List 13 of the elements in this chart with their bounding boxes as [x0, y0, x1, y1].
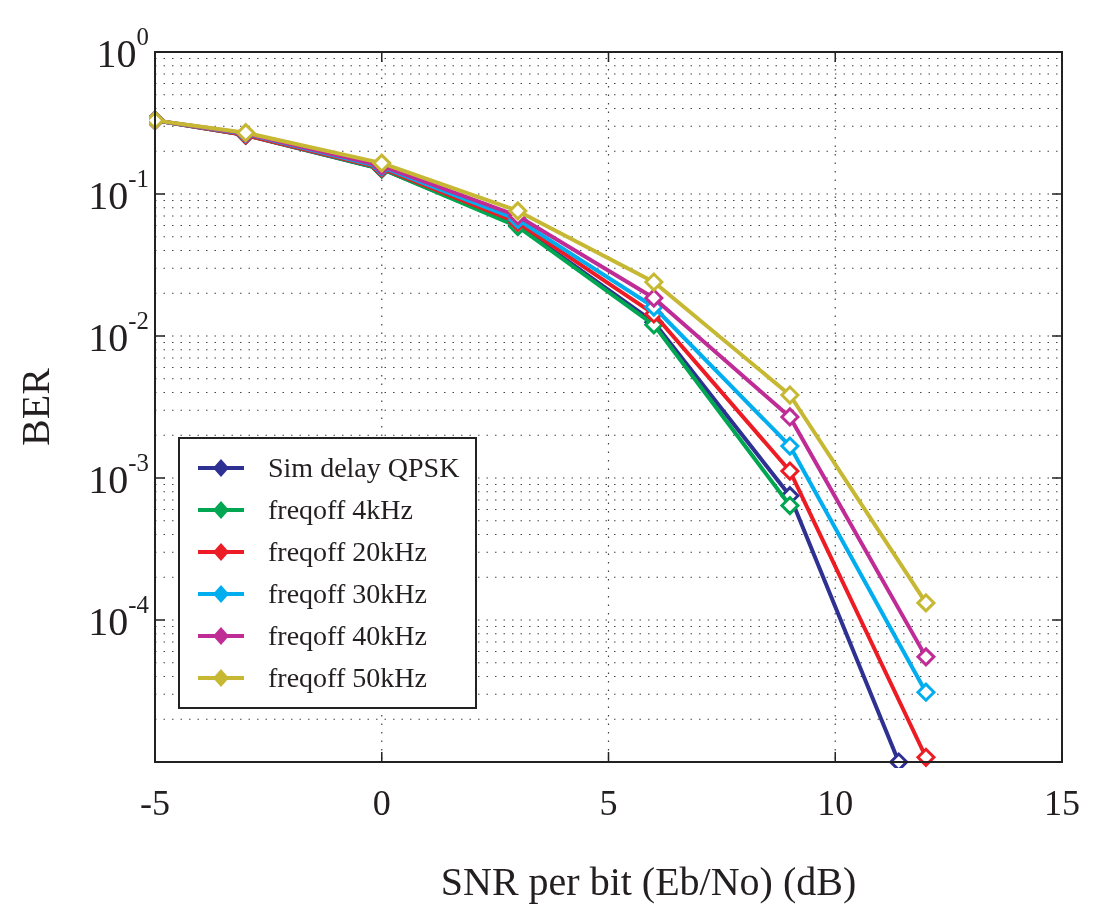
- x-tick-label: 15: [1044, 783, 1080, 824]
- y-axis-title: BER: [12, 367, 58, 446]
- legend-label: Sim delay QPSK: [268, 452, 460, 484]
- x-tick-label: 5: [599, 783, 618, 824]
- legend-label: freqoff 4kHz: [268, 494, 413, 526]
- legend-label: freqoff 50kHz: [268, 662, 427, 694]
- x-tick-label: 10: [817, 783, 854, 824]
- legend-label: freqoff 40kHz: [268, 620, 427, 652]
- x-tick-label: -5: [140, 783, 170, 824]
- legend-label: freqoff 30kHz: [268, 578, 427, 610]
- x-tick-label: 0: [372, 783, 391, 824]
- x-axis-title: SNR per bit (Eb/No) (dB): [440, 858, 857, 904]
- legend-label: freqoff 20kHz: [268, 536, 427, 568]
